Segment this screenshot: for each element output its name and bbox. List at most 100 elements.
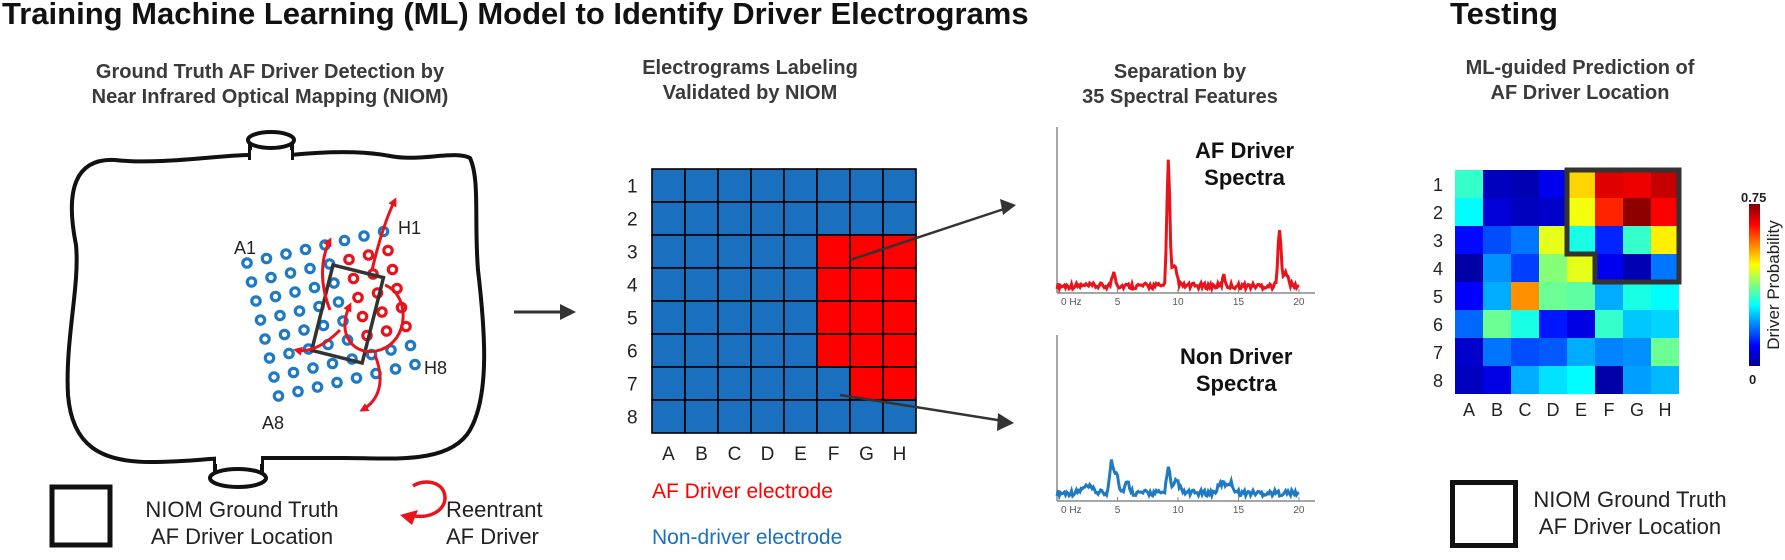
panel4-heading-line2: AF Driver Location [1490, 82, 1670, 104]
training-title: Training Machine Learning (ML) Model to … [2, 0, 1029, 31]
heatmap-cell [1539, 226, 1567, 254]
non-driver-cell [684, 399, 719, 434]
non-driver-cell [750, 168, 785, 203]
heatmap-cell [1483, 226, 1511, 254]
panel4-legend-text: NIOM Ground Truth AF Driver Location [1515, 486, 1745, 540]
non-driver-cell [849, 168, 884, 203]
non-driver-cell [783, 234, 818, 269]
legend-driver-electrode: AF Driver electrode [652, 480, 833, 503]
heatmap-cell [1595, 198, 1623, 226]
heatmap-cell [1623, 282, 1651, 310]
heatmap-cell [1511, 226, 1539, 254]
col-label: D [761, 444, 775, 465]
non-driver-cell [750, 234, 785, 269]
panel4-legend-box-icon [1450, 480, 1518, 548]
heatmap-col-label: A [1463, 400, 1475, 420]
colorbar-title: Driver Probability [1764, 220, 1783, 350]
heatmap-cell [1455, 338, 1483, 366]
col-label: F [828, 444, 840, 465]
heatmap-cell [1595, 310, 1623, 338]
heatmap-col-label: G [1630, 400, 1644, 420]
heatmap-cell [1651, 170, 1679, 198]
panel4-legend-line1: NIOM Ground Truth [1533, 487, 1727, 512]
panel2-heading-line2: Validated by NIOM [662, 82, 838, 104]
heatmap-col-label: D [1547, 400, 1560, 420]
electrode [304, 262, 316, 275]
heatmap-cell [1511, 254, 1539, 282]
x-tick-label: 0 Hz [1061, 297, 1082, 308]
row-label: 7 [627, 375, 638, 396]
heatmap-cell [1455, 282, 1483, 310]
electrode [268, 371, 280, 383]
legend-box-icon [49, 484, 113, 548]
x-tick-label: 15 [1233, 505, 1245, 516]
heatmap-col-label: C [1519, 400, 1532, 420]
non-driver-cell [750, 366, 785, 401]
colorbar-max-label: 0.75 [1741, 190, 1766, 205]
electrode [362, 249, 375, 261]
heatmap-cell [1595, 226, 1623, 254]
heatmap-cell [1483, 198, 1511, 226]
driver-spectra-label-line2: Spectra [1204, 165, 1285, 190]
col-label: G [859, 444, 874, 465]
non-driver-cell [816, 399, 851, 434]
non-driver-cell [684, 168, 719, 203]
non-driver-cell [717, 168, 752, 203]
heatmap-cell [1567, 170, 1595, 198]
heatmap-cell [1455, 310, 1483, 338]
row-label: 5 [627, 309, 638, 330]
panel1-heading-line1: Ground Truth AF Driver Detection by [95, 61, 445, 83]
non-driver-cell [783, 201, 818, 236]
heatmap-row-label: 5 [1433, 287, 1443, 307]
heatmap-cell [1595, 254, 1623, 282]
x-tick-label: 20 [1293, 505, 1305, 516]
electrode [350, 372, 363, 384]
electrode [376, 306, 388, 318]
heatmap-cell [1623, 310, 1651, 338]
heatmap-cell [1539, 254, 1567, 282]
col-label: C [728, 444, 742, 465]
heatmap-col-label: B [1491, 400, 1503, 420]
driver-cell [882, 300, 917, 335]
row-label: 3 [627, 243, 638, 264]
electrode [283, 347, 295, 360]
non-driver-spectra-label-line1: Non Driver [1180, 344, 1293, 369]
non-driver-cell [750, 267, 785, 302]
electrode [311, 381, 324, 393]
col-label: H [893, 444, 907, 465]
driver-cell [816, 267, 851, 302]
heatmap-cell [1455, 366, 1483, 394]
x-tick-label: 15 [1233, 297, 1245, 308]
prediction-heatmap: 1 2 3 4 5 6 7 8A B C D E F G H 0.75 0 Driver Probabili… [1433, 167, 1783, 420]
electrode [292, 385, 304, 398]
heatmap-cell [1483, 338, 1511, 366]
grid-to-spectra-arrows [840, 199, 1016, 431]
non-driver-cell [651, 300, 686, 335]
heatmap-cell [1595, 366, 1623, 394]
legend-reentrant-text: Reentrant AF Driver [446, 496, 556, 550]
bottom-vessel [208, 452, 268, 489]
col-label: B [695, 444, 708, 465]
x-tick-label: 10 [1172, 505, 1184, 516]
electrode [274, 309, 286, 322]
label-h1: H1 [398, 218, 421, 238]
heatmap-cell [1539, 198, 1567, 226]
legend-reentrant-line2: AF Driver [446, 524, 539, 549]
non-driver-cell [684, 300, 719, 335]
electrode [289, 286, 301, 298]
heatmap-cell [1483, 310, 1511, 338]
heatmap-cell [1483, 254, 1511, 282]
atrium-outline [65, 150, 487, 464]
heatmap-cell [1567, 310, 1595, 338]
non-driver-cell [651, 399, 686, 434]
heatmap-cell [1483, 170, 1511, 198]
heatmap-cell [1455, 170, 1483, 198]
heatmap-cell [1651, 282, 1679, 310]
heatmap-cell [1651, 366, 1679, 394]
heatmap-cell [1651, 198, 1679, 226]
x-tick-label: 5 [1115, 297, 1121, 308]
col-label: A [662, 444, 675, 465]
non-driver-cell [750, 300, 785, 335]
heatmap-row-label: 8 [1433, 371, 1443, 391]
electrode [358, 230, 370, 242]
